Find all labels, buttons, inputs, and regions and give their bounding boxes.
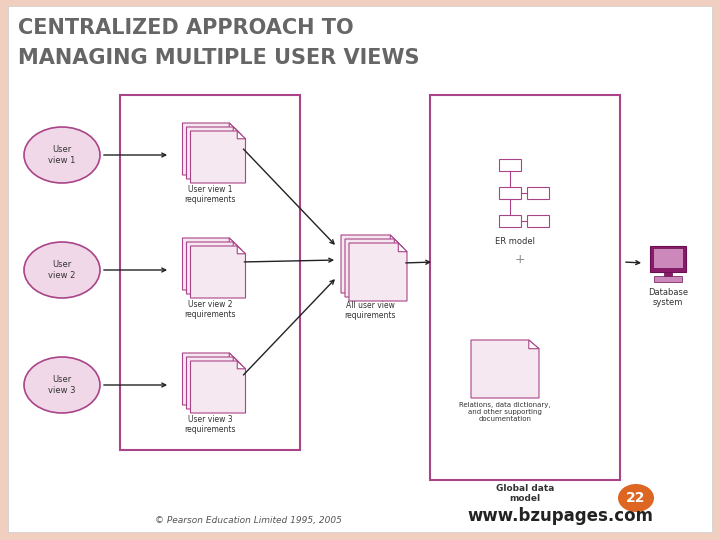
Polygon shape bbox=[471, 340, 539, 398]
Polygon shape bbox=[398, 243, 407, 252]
Bar bbox=[654, 276, 682, 282]
Bar bbox=[653, 248, 683, 268]
Bar bbox=[499, 159, 521, 171]
Ellipse shape bbox=[24, 242, 100, 298]
Polygon shape bbox=[233, 127, 241, 135]
Text: MANAGING MULTIPLE USER VIEWS: MANAGING MULTIPLE USER VIEWS bbox=[18, 48, 420, 68]
Text: Relations, data dictionary,
and other supporting
documentation: Relations, data dictionary, and other su… bbox=[459, 402, 551, 422]
Bar bbox=[527, 215, 549, 227]
Polygon shape bbox=[233, 357, 241, 365]
Polygon shape bbox=[229, 238, 238, 246]
Polygon shape bbox=[345, 239, 403, 297]
Ellipse shape bbox=[24, 357, 100, 413]
Polygon shape bbox=[238, 361, 246, 369]
Text: User
view 2: User view 2 bbox=[48, 260, 76, 280]
Polygon shape bbox=[191, 246, 246, 298]
Text: User view 3
requirements: User view 3 requirements bbox=[184, 415, 235, 434]
Bar bbox=[430, 95, 620, 480]
Bar bbox=[527, 187, 549, 199]
Ellipse shape bbox=[618, 484, 654, 512]
Polygon shape bbox=[341, 235, 399, 293]
Text: ER model: ER model bbox=[495, 237, 535, 246]
Text: User
view 3: User view 3 bbox=[48, 375, 76, 395]
Bar bbox=[650, 246, 686, 272]
Text: 22: 22 bbox=[626, 491, 646, 505]
Text: +: + bbox=[515, 253, 526, 266]
Text: CENTRALIZED APPROACH TO: CENTRALIZED APPROACH TO bbox=[18, 18, 354, 38]
Text: User
view 1: User view 1 bbox=[48, 145, 76, 165]
Polygon shape bbox=[238, 131, 246, 139]
Bar bbox=[499, 215, 521, 227]
Polygon shape bbox=[390, 235, 399, 244]
Bar bbox=[499, 187, 521, 199]
Bar bbox=[664, 272, 672, 276]
Text: All user view
requirements: All user view requirements bbox=[344, 301, 396, 320]
Polygon shape bbox=[229, 353, 238, 361]
Polygon shape bbox=[238, 246, 246, 254]
Polygon shape bbox=[182, 238, 238, 290]
Polygon shape bbox=[233, 242, 241, 250]
Text: © Pearson Education Limited 1995, 2005: © Pearson Education Limited 1995, 2005 bbox=[155, 516, 341, 524]
Polygon shape bbox=[186, 357, 241, 409]
Polygon shape bbox=[229, 123, 238, 131]
Polygon shape bbox=[186, 127, 241, 179]
Polygon shape bbox=[182, 353, 238, 405]
Polygon shape bbox=[191, 131, 246, 183]
Polygon shape bbox=[182, 123, 238, 175]
Polygon shape bbox=[191, 361, 246, 413]
Text: Database
system: Database system bbox=[648, 288, 688, 307]
Text: Global data
model: Global data model bbox=[496, 484, 554, 503]
Text: User view 1
requirements: User view 1 requirements bbox=[184, 185, 235, 205]
Bar bbox=[120, 95, 300, 450]
Polygon shape bbox=[349, 243, 407, 301]
Polygon shape bbox=[528, 340, 539, 349]
Text: User view 2
requirements: User view 2 requirements bbox=[184, 300, 235, 319]
Polygon shape bbox=[395, 239, 403, 248]
Polygon shape bbox=[186, 242, 241, 294]
Text: www.bzupages.com: www.bzupages.com bbox=[467, 507, 653, 525]
Ellipse shape bbox=[24, 127, 100, 183]
